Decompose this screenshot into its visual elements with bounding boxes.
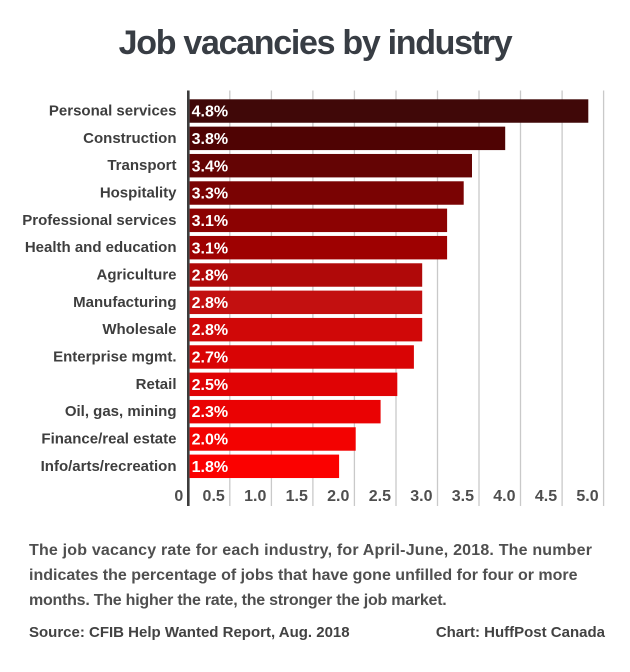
svg-text:Health and education: Health and education xyxy=(25,239,177,256)
svg-text:4.8%: 4.8% xyxy=(192,104,228,121)
svg-text:2.5: 2.5 xyxy=(369,488,391,505)
svg-text:3.8%: 3.8% xyxy=(192,131,228,148)
svg-text:Agriculture: Agriculture xyxy=(96,266,176,283)
svg-text:2.7%: 2.7% xyxy=(192,350,228,367)
svg-text:Finance/real estate: Finance/real estate xyxy=(41,430,176,447)
svg-text:5.0: 5.0 xyxy=(576,488,598,505)
svg-text:Construction: Construction xyxy=(83,130,176,147)
svg-text:Info/arts/recreation: Info/arts/recreation xyxy=(41,458,177,475)
svg-text:Hospitality: Hospitality xyxy=(100,184,177,201)
svg-text:1.5: 1.5 xyxy=(286,488,308,505)
svg-text:Enterprise mgmt.: Enterprise mgmt. xyxy=(53,348,176,365)
svg-text:Personal services: Personal services xyxy=(49,103,177,120)
svg-text:1.8%: 1.8% xyxy=(192,459,228,476)
svg-text:2.0%: 2.0% xyxy=(192,432,228,449)
svg-text:2.0: 2.0 xyxy=(327,488,349,505)
svg-text:Manufacturing: Manufacturing xyxy=(73,294,176,311)
svg-text:3.1%: 3.1% xyxy=(192,213,228,230)
svg-text:3.3%: 3.3% xyxy=(192,186,228,203)
svg-text:3.4%: 3.4% xyxy=(192,158,228,175)
svg-text:Professional services: Professional services xyxy=(22,212,176,229)
svg-text:2.8%: 2.8% xyxy=(192,268,228,285)
svg-text:3.0: 3.0 xyxy=(410,488,432,505)
svg-text:Oil, gas, mining: Oil, gas, mining xyxy=(65,403,177,420)
svg-text:3.5: 3.5 xyxy=(452,488,474,505)
svg-text:Transport: Transport xyxy=(107,157,176,174)
svg-text:2.8%: 2.8% xyxy=(192,295,228,312)
svg-text:0.5: 0.5 xyxy=(203,488,225,505)
svg-text:3.1%: 3.1% xyxy=(192,240,228,257)
svg-text:Retail: Retail xyxy=(136,376,177,393)
svg-text:2.3%: 2.3% xyxy=(192,404,228,421)
svg-text:Wholesale: Wholesale xyxy=(102,321,176,338)
svg-text:4.0: 4.0 xyxy=(493,488,515,505)
svg-text:2.8%: 2.8% xyxy=(192,322,228,339)
svg-text:1.0: 1.0 xyxy=(244,488,266,505)
svg-text:0: 0 xyxy=(174,488,183,505)
svg-text:4.5: 4.5 xyxy=(535,488,557,505)
svg-text:2.5%: 2.5% xyxy=(192,377,228,394)
